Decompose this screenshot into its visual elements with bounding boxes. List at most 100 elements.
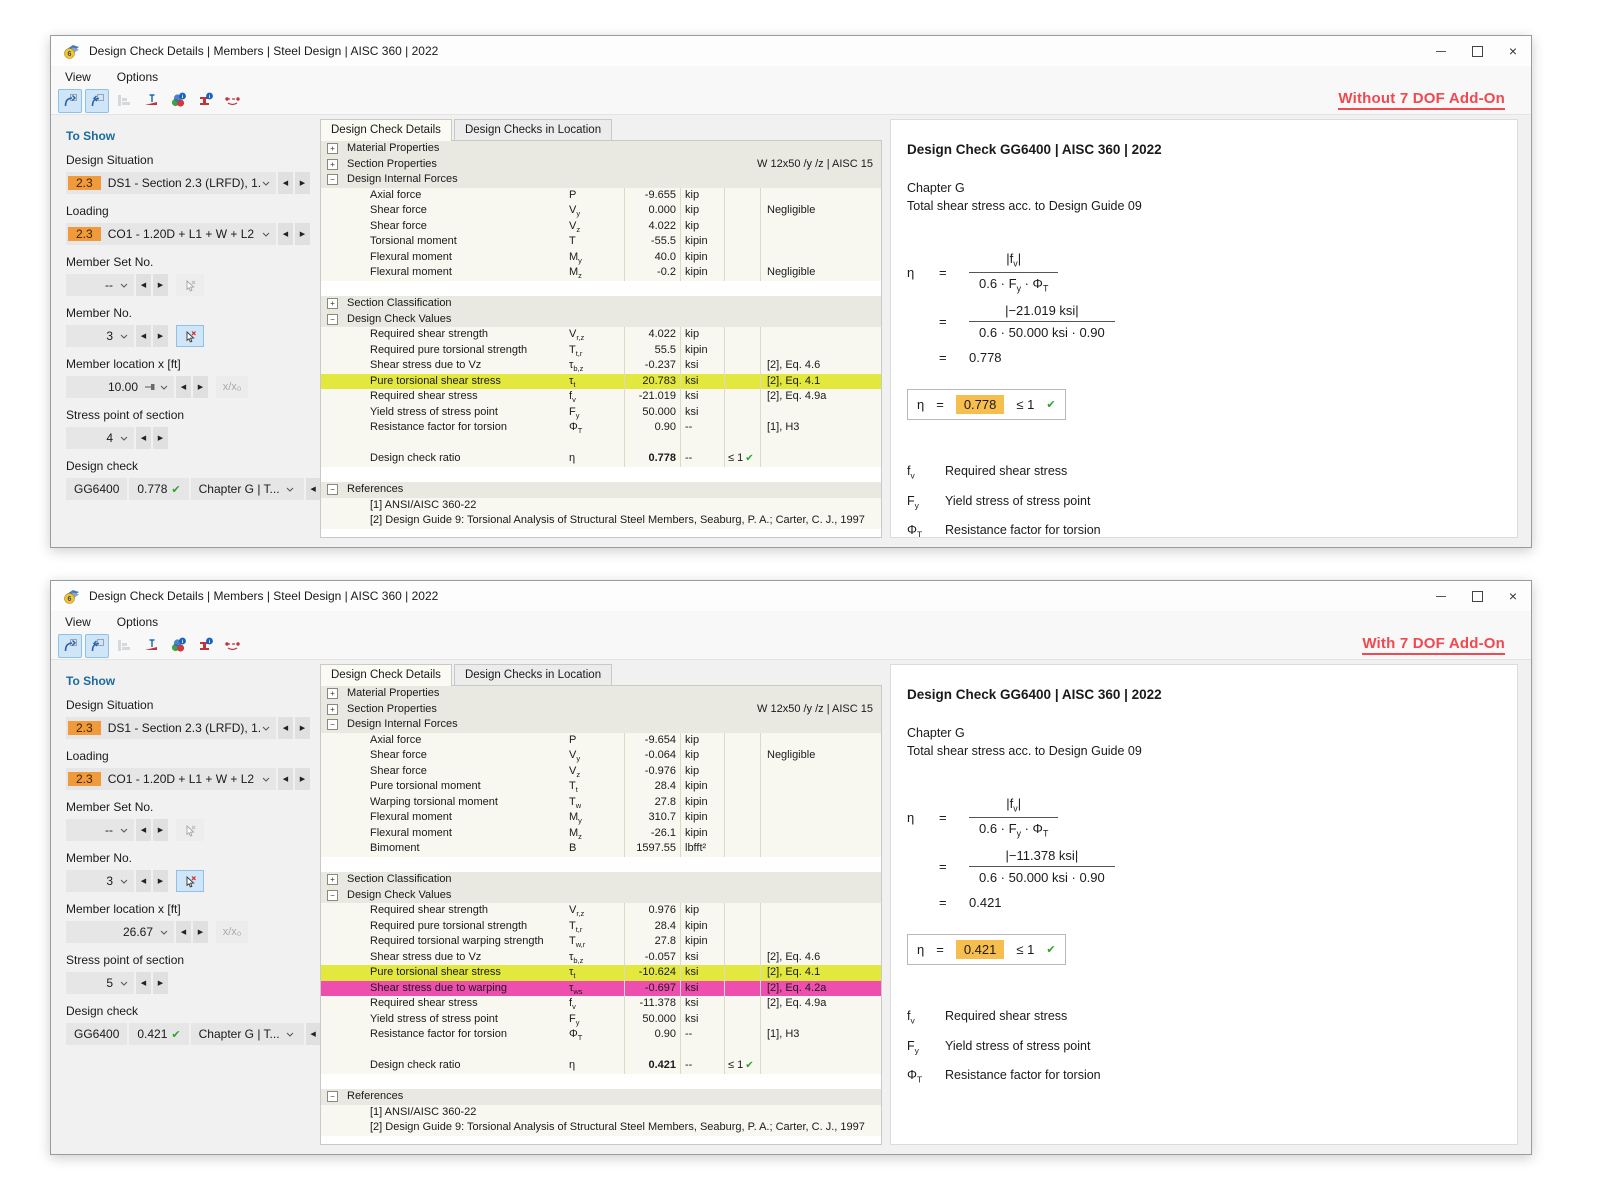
- pick-member-set-button[interactable]: [176, 819, 204, 841]
- table-row[interactable]: + Section Classification: [321, 872, 881, 888]
- previous-button[interactable]: ◀: [176, 921, 191, 943]
- previous-button[interactable]: ◀: [278, 223, 293, 245]
- title-bar[interactable]: 6 Design Check Details | Members | Steel…: [51, 36, 1531, 66]
- expand-toggle-icon[interactable]: −: [327, 719, 338, 731]
- table-row[interactable]: + Section Properties W 12x50 /y /z | AISC …: [321, 701, 881, 717]
- table-row[interactable]: Shear stress due to warping τws -0.697 k…: [321, 980, 881, 996]
- table-row[interactable]: Design check ratio η 0.421 -- ≤ 1 ✔: [321, 1058, 881, 1074]
- table-row[interactable]: Torsional moment T -55.5 kipin: [321, 234, 881, 250]
- expand-toggle-icon[interactable]: −: [327, 174, 338, 186]
- table-row[interactable]: [321, 1073, 881, 1089]
- stress-point-select[interactable]: 5: [66, 972, 134, 994]
- design-check-chapter-select[interactable]: Chapter G | T...: [190, 1023, 304, 1045]
- member-location-select[interactable]: 10.00: [66, 376, 174, 398]
- pick-member-button[interactable]: [176, 870, 204, 892]
- previous-button[interactable]: ◀: [176, 376, 191, 398]
- section-info-icon[interactable]: i: [193, 89, 217, 113]
- member-stress-points-icon[interactable]: [220, 89, 244, 113]
- table-row[interactable]: Axial force P -9.655 kip: [321, 187, 881, 203]
- table-row[interactable]: Resistance factor for torsion ΦT 0.90 --…: [321, 420, 881, 436]
- stress-point-select[interactable]: 4: [66, 427, 134, 449]
- previous-button[interactable]: ◀: [136, 325, 151, 347]
- color-info-icon[interactable]: i: [166, 89, 190, 113]
- table-row[interactable]: + Material Properties: [321, 141, 881, 157]
- previous-button[interactable]: ◀: [136, 972, 151, 994]
- table-row[interactable]: [1] ANSI/AISC 360-22: [321, 1104, 881, 1120]
- previous-button[interactable]: ◀: [278, 172, 293, 194]
- table-row[interactable]: Warping torsional moment Tw 27.8 kipin: [321, 794, 881, 810]
- table-row[interactable]: [1] ANSI/AISC 360-22: [321, 497, 881, 513]
- table-row[interactable]: + Material Properties: [321, 686, 881, 702]
- tab[interactable]: Design Checks in Location: [453, 664, 613, 685]
- table-row[interactable]: Pure torsional shear stress τt 20.783 ks…: [321, 373, 881, 389]
- expand-toggle-icon[interactable]: −: [327, 313, 338, 325]
- previous-button[interactable]: ◀: [278, 717, 293, 739]
- table-row[interactable]: Shear force Vz 4.022 kip: [321, 218, 881, 234]
- table-row[interactable]: Flexural moment Mz -0.2 kipin Negligible: [321, 265, 881, 281]
- result-levels-icon[interactable]: [112, 89, 136, 113]
- table-row[interactable]: − Design Check Values: [321, 311, 881, 327]
- menu-options[interactable]: Options: [116, 69, 159, 84]
- next-button[interactable]: ▶: [153, 972, 168, 994]
- minimize-button[interactable]: [1423, 581, 1459, 611]
- previous-button[interactable]: ◀: [305, 1023, 321, 1045]
- table-row[interactable]: [321, 435, 881, 451]
- loading-select[interactable]: 2.3 CO1 - 1.20D + L1 + W + L2: [66, 768, 276, 790]
- tab[interactable]: Design Check Details: [320, 119, 452, 141]
- expand-toggle-icon[interactable]: +: [327, 298, 338, 310]
- expand-toggle-icon[interactable]: +: [327, 158, 338, 170]
- next-button[interactable]: ▶: [153, 325, 168, 347]
- table-row[interactable]: + Section Properties W 12x50 /y /z | AISC …: [321, 156, 881, 172]
- member-set-select[interactable]: --: [66, 274, 134, 296]
- expand-toggle-icon[interactable]: −: [327, 484, 338, 496]
- next-button[interactable]: ▶: [153, 870, 168, 892]
- table-row[interactable]: Shear force Vy 0.000 kip Negligible: [321, 203, 881, 219]
- table-row[interactable]: − Design Internal Forces: [321, 717, 881, 733]
- table-row[interactable]: Bimoment B 1597.55 lbfft²: [321, 841, 881, 857]
- table-row[interactable]: Required shear strength Vr,z 4.022 kip: [321, 327, 881, 343]
- next-check-button[interactable]: [85, 88, 109, 113]
- result-levels-icon[interactable]: [112, 634, 136, 658]
- table-row[interactable]: Shear force Vz -0.976 kip: [321, 763, 881, 779]
- next-button[interactable]: ▶: [153, 819, 168, 841]
- table-row[interactable]: [321, 856, 881, 872]
- member-no-select[interactable]: 3: [66, 325, 134, 347]
- table-row[interactable]: [2] Design Guide 9: Torsional Analysis o…: [321, 1120, 881, 1136]
- table-row[interactable]: − Design Internal Forces: [321, 172, 881, 188]
- section-info-icon[interactable]: i: [193, 634, 217, 658]
- menu-view[interactable]: View: [65, 69, 91, 84]
- table-row[interactable]: − References: [321, 482, 881, 498]
- table-row[interactable]: Required torsional warping strength Tw,r…: [321, 934, 881, 950]
- menu-options[interactable]: Options: [116, 614, 159, 629]
- table-row[interactable]: Required pure torsional strength Tt,r 28…: [321, 918, 881, 934]
- close-button[interactable]: ×: [1495, 581, 1531, 611]
- relative-location-button[interactable]: x/x₀: [216, 921, 248, 943]
- expand-toggle-icon[interactable]: +: [327, 688, 338, 700]
- table-row[interactable]: Flexural moment My 310.7 kipin: [321, 810, 881, 826]
- next-button[interactable]: ▶: [295, 172, 310, 194]
- table-row[interactable]: Resistance factor for torsion ΦT 0.90 --…: [321, 1027, 881, 1043]
- table-row[interactable]: Pure torsional moment Tt 28.4 kipin: [321, 779, 881, 795]
- expand-toggle-icon[interactable]: +: [327, 703, 338, 715]
- next-button[interactable]: ▶: [153, 427, 168, 449]
- previous-button[interactable]: ◀: [278, 768, 293, 790]
- table-row[interactable]: [321, 1042, 881, 1058]
- table-row[interactable]: Shear stress due to Vz τb,z -0.237 ksi […: [321, 358, 881, 374]
- next-button[interactable]: ▶: [295, 223, 310, 245]
- expand-toggle-icon[interactable]: −: [327, 1091, 338, 1103]
- color-info-icon[interactable]: i: [166, 634, 190, 658]
- design-check-chapter-select[interactable]: Chapter G | T...: [190, 478, 304, 500]
- table-row[interactable]: − Design Check Values: [321, 887, 881, 903]
- table-row[interactable]: Shear stress due to Vz τb,z -0.057 ksi […: [321, 949, 881, 965]
- table-row[interactable]: Required pure torsional strength Tt,r 55…: [321, 342, 881, 358]
- table-row[interactable]: [2] Design Guide 9: Torsional Analysis o…: [321, 513, 881, 529]
- previous-check-button[interactable]: [58, 88, 82, 113]
- table-row[interactable]: [321, 280, 881, 296]
- table-row[interactable]: Required shear strength Vr,z 0.976 kip: [321, 903, 881, 919]
- previous-button[interactable]: ◀: [305, 478, 321, 500]
- design-situation-select[interactable]: 2.3 DS1 - Section 2.3 (LRFD), 1. ...: [66, 717, 276, 739]
- table-row[interactable]: Required shear stress fv -21.019 ksi [2]…: [321, 389, 881, 405]
- table-row[interactable]: Flexural moment My 40.0 kipin: [321, 249, 881, 265]
- maximize-button[interactable]: [1459, 581, 1495, 611]
- table-row[interactable]: Design check ratio η 0.778 -- ≤ 1 ✔: [321, 451, 881, 467]
